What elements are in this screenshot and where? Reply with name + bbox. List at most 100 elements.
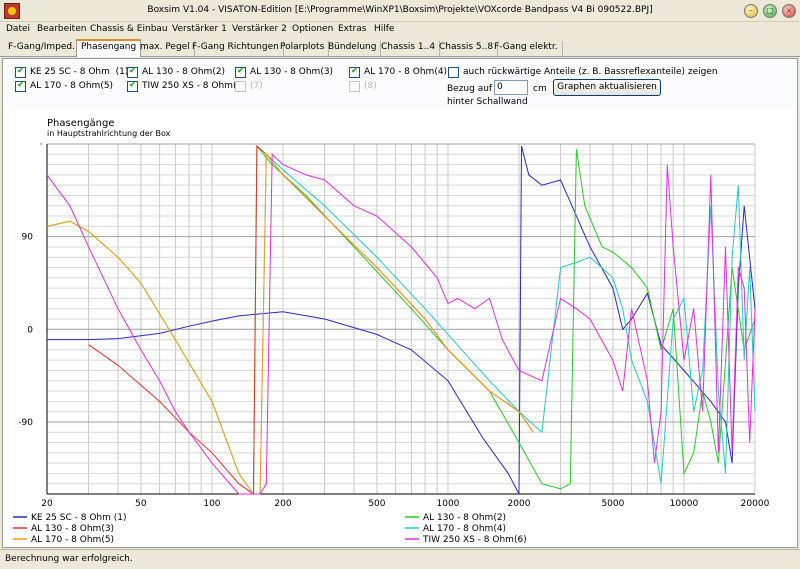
y-tick-label: -90: [18, 418, 33, 428]
tab-fgang-elektr[interactable]: F-Gang elektr.: [490, 41, 563, 56]
tab-polarplots[interactable]: Polarplots: [276, 41, 330, 56]
menu-bar: Datei Bearbeiten Chassis & Einbau Verstä…: [0, 22, 800, 38]
rear-components-checkbox[interactable]: auch rückwärtige Anteile (z. B. Bassrefl…: [448, 67, 718, 79]
checkbox-box[interactable]: [448, 67, 459, 78]
y-tick-mark: ·: [40, 140, 43, 150]
checkbox-label: AL 170 - 8 Ohm(5): [30, 81, 114, 91]
checkbox-box[interactable]: [15, 80, 26, 92]
chart-title: Phasengänge: [47, 118, 115, 129]
checkbox-label: AL 130 - 8 Ohm(2): [142, 67, 226, 77]
x-tick-label: 50: [135, 499, 147, 509]
checkbox-chassis-2[interactable]: AL 130 - 8 Ohm(2): [127, 66, 235, 79]
checkbox-label: TIW 250 XS - 8 Ohm(6): [142, 81, 246, 91]
checkbox-box[interactable]: [349, 66, 360, 78]
series-line: [46, 153, 756, 495]
series-2: [46, 144, 756, 496]
chart-area: 20 50 100 200 500 1000 2000 5000 10000 20000 90 0 -9…: [3, 110, 797, 547]
x-tick-label: 500: [368, 499, 385, 509]
status-bar: Berechnung war erfolgreich.: [0, 549, 800, 569]
checkbox-label: (8): [364, 81, 377, 91]
status-text: Berechnung war erfolgreich.: [5, 554, 133, 564]
maximize-icon: □: [766, 6, 774, 15]
checkbox-chassis-6[interactable]: TIW 250 XS - 8 Ohm(6): [127, 80, 246, 93]
series-line: [46, 152, 534, 495]
tab-strip: F-Gang/Imped. Phasengang max. Pegel F-Ga…: [0, 39, 800, 57]
x-tick-label: 5000: [601, 499, 624, 509]
checkbox-label: AL 130 - 8 Ohm(3): [250, 67, 334, 77]
checkbox-chassis-7[interactable]: (7): [235, 81, 275, 93]
reference-label-1: Bezug auf: [447, 84, 493, 94]
tab-fgang-imped[interactable]: F-Gang/Imped.: [4, 41, 80, 56]
x-tick-label: 2000: [508, 499, 531, 509]
chart-subtitle: in Hauptstrahlrichtung der Box: [47, 129, 171, 138]
checkbox-box[interactable]: [349, 81, 360, 92]
window-title: Boxsim V1.04 - VISATON-Edition [E:\Progr…: [147, 5, 653, 15]
x-tick-label: 10000: [670, 499, 699, 509]
checkbox-chassis-1[interactable]: KE 25 SC - 8 Ohm (1): [15, 66, 129, 79]
menu-extras[interactable]: Extras: [338, 24, 367, 34]
legend-label: AL 170 - 8 Ohm(4): [423, 524, 506, 534]
close-button[interactable]: ×: [782, 4, 796, 18]
y-tick-label: 90: [22, 233, 34, 243]
series-6: [46, 153, 756, 495]
minimize-icon: –: [749, 6, 753, 15]
tab-chassis-1-4[interactable]: Chassis 1..4: [377, 41, 441, 56]
legend-label: AL 130 - 8 Ohm(2): [423, 513, 506, 523]
chart-axes: 20 50 100 200 500 1000 2000 5000 10000 20000 90 0 -9…: [18, 140, 769, 509]
legend-label: AL 170 - 8 Ohm(5): [31, 535, 114, 545]
x-tick-label: 200: [274, 499, 291, 509]
checkbox-box[interactable]: [127, 80, 138, 92]
menu-hilfe[interactable]: Hilfe: [374, 24, 395, 34]
chart-series: [46, 144, 756, 496]
checkbox-chassis-3[interactable]: AL 130 - 8 Ohm(3): [235, 66, 345, 79]
legend-label: AL 130 - 8 Ohm(3): [31, 524, 114, 534]
menu-datei[interactable]: Datei: [6, 24, 31, 34]
chart-grid: [46, 143, 756, 494]
series-3: [88, 145, 534, 495]
legend-label: TIW 250 XS - 8 Ohm(6): [422, 535, 527, 545]
tab-max-pegel[interactable]: max. Pegel: [136, 41, 195, 56]
checkbox-chassis-4[interactable]: AL 170 - 8 Ohm(4): [349, 66, 448, 79]
x-tick-label: 1000: [437, 499, 460, 509]
series-line: [47, 145, 756, 495]
maximize-button[interactable]: □: [763, 4, 777, 18]
menu-bearbeiten[interactable]: Bearbeiten: [37, 24, 87, 34]
tab-fgang-richtungen[interactable]: F-Gang Richtungen: [188, 41, 284, 56]
legend-label: KE 25 SC - 8 Ohm (1): [31, 513, 126, 523]
minimize-button[interactable]: –: [744, 4, 758, 18]
series-line: [46, 144, 756, 496]
checkbox-chassis-8[interactable]: (8): [349, 81, 389, 93]
checkbox-box[interactable]: [15, 66, 26, 78]
menu-verstaerker-2[interactable]: Verstärker 2: [232, 24, 287, 34]
tab-chassis-5-8[interactable]: Chassis 5..8: [435, 41, 499, 56]
series-line: [88, 145, 534, 495]
update-graphs-button[interactable]: Graphen aktualisieren: [553, 79, 661, 96]
checkbox-label: AL 170 - 8 Ohm(4): [364, 67, 448, 77]
checkbox-chassis-5[interactable]: AL 170 - 8 Ohm(5): [15, 80, 125, 93]
checkbox-box[interactable]: [235, 81, 246, 92]
chart-legend: KE 25 SC - 8 Ohm (1) AL 130 - 8 Ohm(2)AL …: [13, 513, 527, 545]
reference-label-2: hinter Schallwand: [447, 97, 528, 107]
x-tick-label: 100: [203, 499, 220, 509]
phase-chart: 20 50 100 200 500 1000 2000 5000 10000 20000 90 0 -9…: [13, 118, 770, 545]
y-tick-label: 0: [27, 325, 33, 335]
reference-distance-input[interactable]: 0: [494, 80, 528, 95]
title-bar: Boxsim V1.04 - VISATON-Edition [E:\Progr…: [0, 0, 800, 22]
series-5: [46, 152, 534, 495]
reference-unit: cm: [533, 84, 547, 94]
menu-verstaerker-1[interactable]: Verstärker 1: [172, 24, 227, 34]
series-4: [259, 153, 756, 495]
tab-buendelung[interactable]: Bündelung: [324, 41, 382, 56]
checkbox-label: (7): [250, 81, 263, 91]
checkbox-box[interactable]: [235, 66, 246, 78]
checkbox-label: KE 25 SC - 8 Ohm (1): [30, 67, 129, 77]
menu-optionen[interactable]: Optionen: [292, 24, 334, 34]
checkbox-box[interactable]: [127, 66, 138, 78]
menu-chassis-einbau[interactable]: Chassis & Einbau: [90, 24, 168, 34]
x-tick-label: 20000: [741, 499, 770, 509]
series-line: [259, 153, 756, 495]
tab-phasengang[interactable]: Phasengang: [76, 39, 142, 57]
series-1: [47, 145, 756, 495]
app-icon[interactable]: [4, 3, 20, 19]
x-tick-label: 20: [41, 499, 53, 509]
